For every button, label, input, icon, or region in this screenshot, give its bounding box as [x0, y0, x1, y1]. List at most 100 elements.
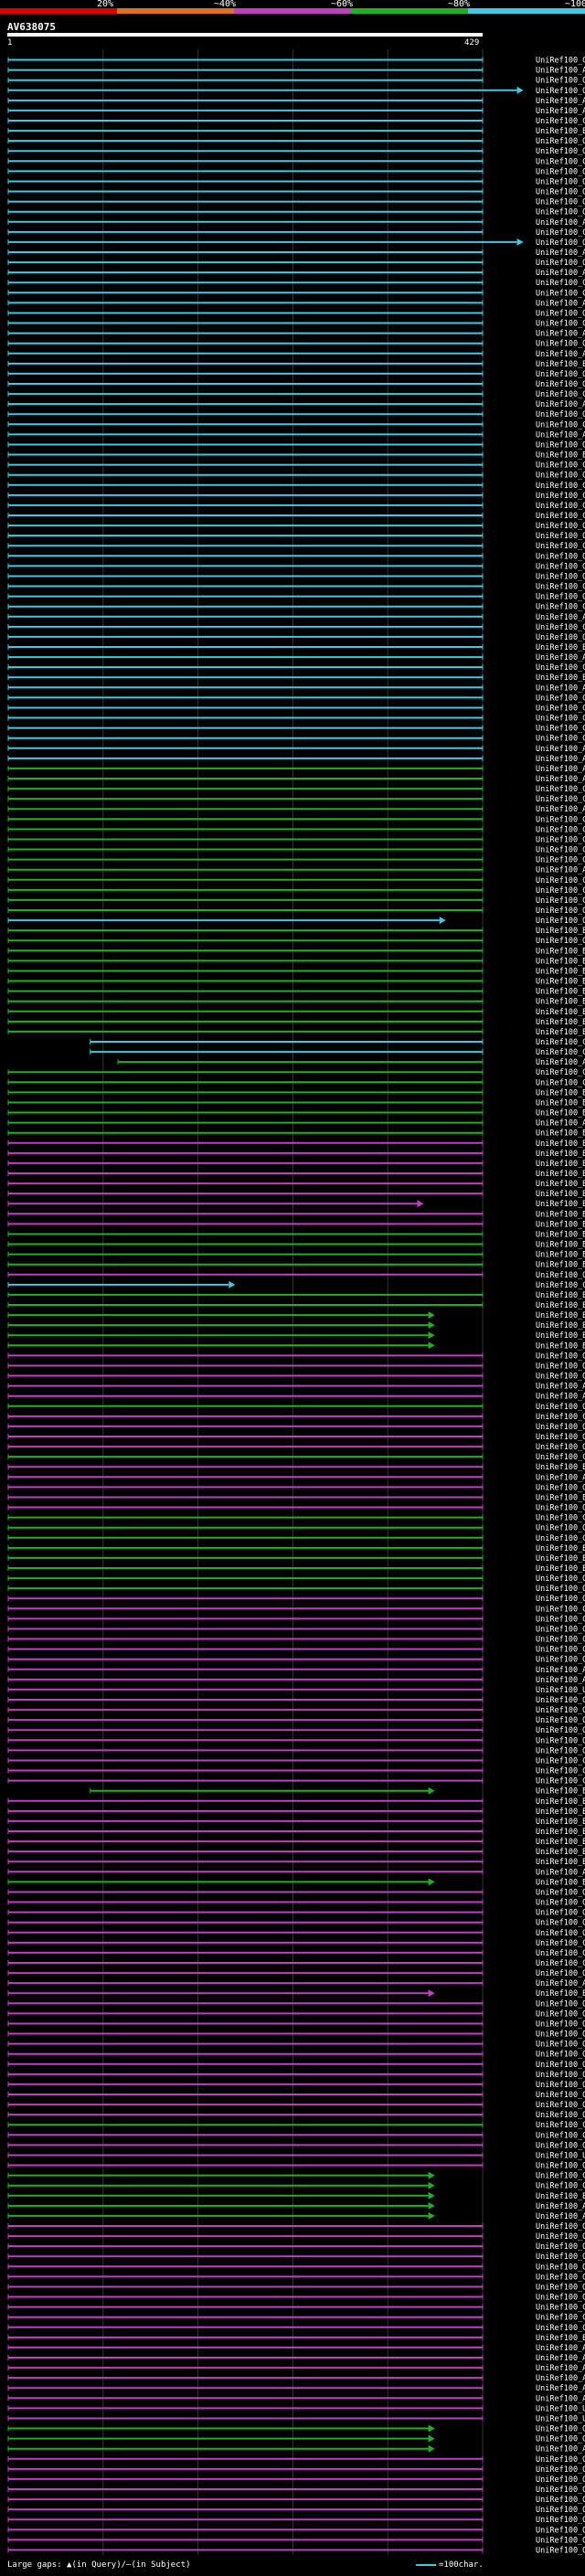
hit-label[interactable]: UniRef100_Q18LX1 — [536, 77, 585, 86]
hit-label[interactable]: UniRef100_C5LU38 — [536, 876, 585, 885]
hit-label[interactable]: UniRef100_Q9UNX8 — [536, 2465, 585, 2475]
hit-label[interactable]: UniRef100_B2DD00 — [536, 1331, 585, 1341]
hit-label[interactable]: UniRef100_C5LU37 — [536, 896, 585, 906]
hit-label[interactable]: UniRef100_B3QZV1 — [536, 643, 585, 652]
hit-label[interactable]: UniRef100_C1K9V0 — [536, 1048, 585, 1057]
hit-label[interactable]: UniRef100_A3QQP8 — [536, 269, 585, 278]
hit-label[interactable]: UniRef100_C5KWR3 — [536, 815, 585, 824]
hit-label[interactable]: UniRef100_B5W4N2 — [536, 1180, 585, 1189]
hit-label[interactable]: UniRef100_Q9V6Q6 — [536, 2455, 585, 2465]
hit-label[interactable]: UniRef100_C0LL58 — [536, 320, 585, 329]
hit-label[interactable]: UniRef100_Q2VB11 — [536, 340, 585, 349]
hit-label[interactable]: UniRef100_B5W4P1 — [536, 947, 585, 956]
hit-label[interactable]: UniRef100_C0LL52 — [536, 461, 585, 471]
hit-label[interactable]: UniRef100_A6QNW75 — [536, 684, 585, 693]
hit-label[interactable]: UniRef100_Q4C824 — [536, 1899, 585, 1908]
hit-label[interactable]: UniRef100_Q3LV18 — [536, 2273, 585, 2282]
hit-label[interactable]: UniRef100_B5YJ2 — [536, 1989, 585, 1998]
hit-label[interactable]: UniRef100_B7FDG1 — [536, 1554, 585, 1564]
hit-label[interactable]: UniRef100_B5W4P9 — [536, 1008, 585, 1017]
hit-label[interactable]: UniRef100_Q5UM15 — [536, 593, 585, 602]
hit-label[interactable]: UniRef100_Q9VS90 — [536, 2222, 585, 2231]
hit-label[interactable]: UniRef100_Q5UM14 — [536, 198, 585, 207]
hit-label[interactable]: UniRef100_Q3LU23 — [536, 2294, 585, 2303]
hit-label[interactable]: UniRef100_B7FDG4 — [536, 1818, 585, 1827]
hit-label[interactable]: UniRef100_Q2VB12 — [536, 208, 585, 217]
hit-label[interactable]: UniRef100_Q5DE66 — [536, 2526, 585, 2535]
hit-label[interactable]: UniRef100_UPI000.. — [536, 2404, 585, 2413]
hit-label[interactable]: UniRef100_B8C995 — [536, 1311, 585, 1320]
hit-label[interactable]: UniRef100_Q4BNU4 — [536, 1524, 585, 1533]
hit-label[interactable]: UniRef100_B5W4N9 — [536, 927, 585, 936]
hit-label[interactable]: UniRef100_A1KYY7 — [536, 1393, 585, 1402]
hit-label[interactable]: UniRef100_Q4JUD4 — [536, 1423, 585, 1432]
hit-label[interactable]: UniRef100_A1DZP6 — [536, 2394, 585, 2403]
hit-label[interactable]: UniRef100_C7BFT1 — [536, 1514, 585, 1523]
hit-label[interactable]: UniRef100_C1EBS6 — [536, 279, 585, 288]
hit-label[interactable]: UniRef100_A9QN45 — [536, 1119, 585, 1129]
hit-label[interactable]: UniRef100_Q4Y979 — [536, 2242, 585, 2252]
hit-label[interactable]: UniRef100_C5LJN1 — [536, 623, 585, 632]
hit-label[interactable]: UniRef100_Q3LV52 — [536, 2253, 585, 2262]
hit-label[interactable]: UniRef100_Q84Q24 — [536, 87, 585, 96]
hit-label[interactable]: UniRef100_C5LJN2 — [536, 663, 585, 673]
hit-label[interactable]: UniRef100_A4WG67 — [536, 218, 585, 228]
hit-label[interactable]: UniRef100_Q6DJ14 — [536, 2019, 585, 2029]
hit-label[interactable]: UniRef100_C7BFN5 — [536, 1646, 585, 1655]
hit-label[interactable]: UniRef100_Q6DJ15 — [536, 1929, 585, 1938]
hit-label[interactable]: UniRef100_Q697T5 — [536, 2435, 585, 2444]
hit-label[interactable]: UniRef100_Q4XJE3 — [536, 2009, 585, 2019]
hit-label[interactable]: UniRef100_C5LSY3 — [536, 694, 585, 703]
hit-label[interactable]: UniRef100_B8YJK5 — [536, 127, 585, 136]
hit-label[interactable]: UniRef100_C5NMR2 — [536, 715, 585, 724]
hit-label[interactable]: UniRef100_B2DD01 — [536, 1341, 585, 1351]
hit-label[interactable]: UniRef100_Q2VB15 — [536, 167, 585, 176]
hit-label[interactable]: UniRef100_A5YK18 — [536, 430, 585, 440]
hit-label[interactable]: UniRef100_Q4C862 — [536, 1736, 585, 1745]
hit-label[interactable]: UniRef100_Q5QS7 — [536, 2516, 585, 2525]
hit-label[interactable]: UniRef100_A9QN48 — [536, 1058, 585, 1067]
hit-label[interactable]: UniRef100_A2KC44 — [536, 400, 585, 409]
hit-label[interactable]: UniRef100_UPI000.. — [536, 1686, 585, 1695]
hit-label[interactable]: UniRef100_C7BFN7 — [536, 1636, 585, 1645]
hit-label[interactable]: UniRef100_Q5UM17 — [536, 552, 585, 561]
hit-label[interactable]: UniRef100_Q2VB10 — [536, 239, 585, 248]
hit-label[interactable]: UniRef100_Q4S0F1 — [536, 2162, 585, 2171]
hit-label[interactable]: UniRef100_Q7YW79 — [536, 2496, 585, 2505]
hit-label[interactable]: UniRef100_B2DD96 — [536, 1251, 585, 1260]
hit-label[interactable]: UniRef100_Q9BNT9 — [536, 1706, 585, 1715]
hit-label[interactable]: UniRef100_Q6E0M8 — [536, 1504, 585, 1513]
hit-label[interactable]: UniRef100_C0LL56 — [536, 482, 585, 491]
hit-label[interactable]: UniRef100_C0LL64 — [536, 583, 585, 592]
hit-label[interactable]: UniRef100_B2LXU9 — [536, 2192, 585, 2201]
hit-label[interactable]: UniRef100_C1EBT3 — [536, 289, 585, 298]
hit-label[interactable]: UniRef100_C0LL62 — [536, 603, 585, 612]
hit-label[interactable]: UniRef100_B2DD98 — [536, 1230, 585, 1239]
hit-label[interactable]: UniRef100_Q94TN3 — [536, 1574, 585, 1584]
hit-label[interactable]: UniRef100_Q4C8J1 — [536, 2141, 585, 2150]
hit-label[interactable]: UniRef100_Q5UM16 — [536, 259, 585, 268]
hit-label[interactable]: UniRef100_A9QN44 — [536, 745, 585, 754]
hit-label[interactable]: UniRef100_A4UGD6 — [536, 775, 585, 784]
hit-label[interactable]: UniRef100_B2DD03 — [536, 1321, 585, 1330]
hit-label[interactable]: UniRef100_B7FDG9 — [536, 1807, 585, 1817]
hit-label[interactable]: UniRef100_A1DZQ1 — [536, 2384, 585, 2393]
hit-label[interactable]: UniRef100_Q697T6 — [536, 2425, 585, 2434]
hit-label[interactable]: UniRef100_C0LL55 — [536, 228, 585, 238]
hit-label[interactable]: UniRef100_Q2VB16 — [536, 472, 585, 481]
hit-label[interactable]: UniRef100_A6Y110 — [536, 1383, 585, 1392]
hit-label[interactable]: UniRef100_A7YXX0 — [536, 765, 585, 774]
hit-label[interactable]: UniRef100_C5KW78 — [536, 785, 585, 794]
hit-label[interactable]: UniRef100_A5YK11 — [536, 330, 585, 339]
hit-label[interactable]: UniRef100_B5W4Q0 — [536, 1109, 585, 1118]
hit-label[interactable]: UniRef100_Q9U7R9 — [536, 1362, 585, 1371]
hit-label[interactable]: UniRef100_Q2VB07 — [536, 147, 585, 156]
hit-label[interactable]: UniRef100_C0LL59 — [536, 57, 585, 66]
hit-label[interactable]: UniRef100_B5W4N8 — [536, 1140, 585, 1149]
hit-label[interactable]: UniRef100_C5LGP1 — [536, 704, 585, 713]
hit-label[interactable]: UniRef100_B0F549 — [536, 1463, 585, 1472]
hit-label[interactable]: UniRef100_C7EAE3 — [536, 2172, 585, 2181]
hit-label[interactable]: UniRef100_C1K9X4 — [536, 856, 585, 865]
hit-label[interactable]: UniRef100_Q3LV23 — [536, 2101, 585, 2110]
hit-label[interactable]: UniRef100_A8UYE1 — [536, 1666, 585, 1675]
